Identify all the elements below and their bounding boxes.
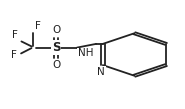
Text: F: F (35, 21, 41, 31)
Text: F: F (12, 30, 18, 40)
Text: S: S (52, 41, 60, 54)
Text: O: O (52, 60, 60, 70)
Text: N: N (97, 67, 105, 77)
Text: NH: NH (78, 48, 93, 58)
Text: O: O (52, 25, 60, 35)
Text: F: F (11, 49, 17, 60)
